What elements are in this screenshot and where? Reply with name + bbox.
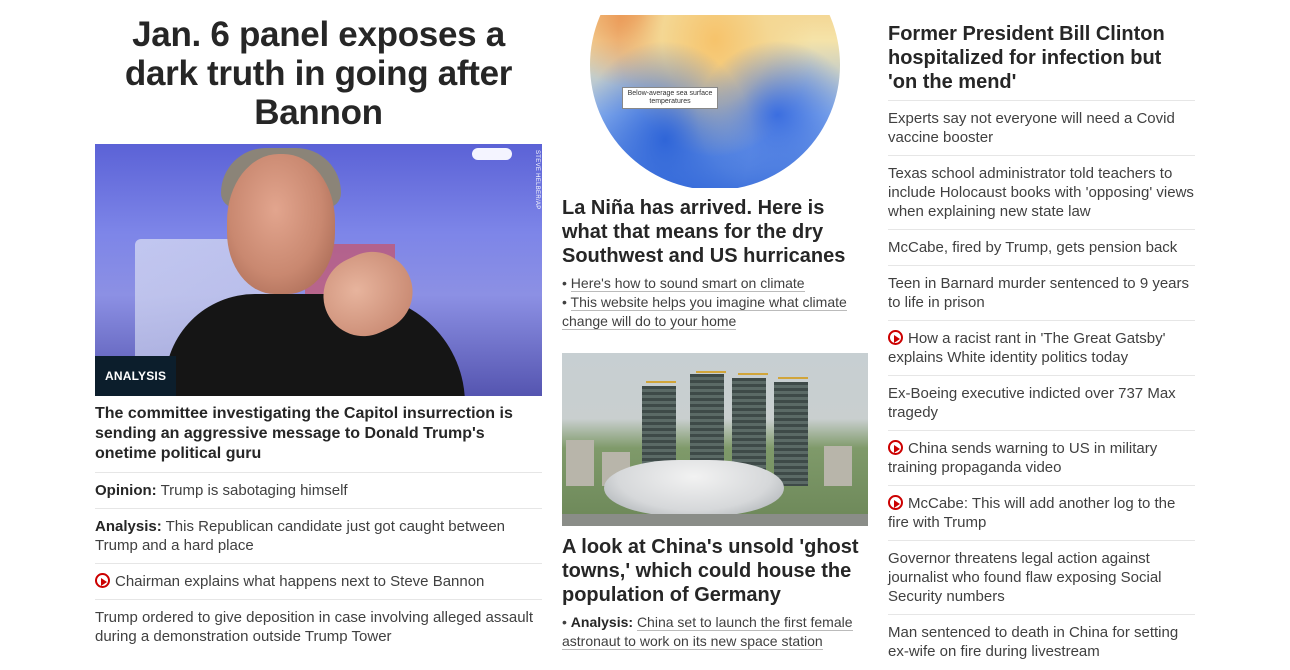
related-link: • This website helps you imagine what cl…	[562, 294, 847, 330]
related-link-prefix: Analysis:	[570, 614, 634, 630]
list-item[interactable]: Governor threatens legal action against …	[888, 541, 1195, 615]
china-related-links: • Analysis: China set to launch the firs…	[562, 613, 868, 651]
list-item[interactable]: Man sentenced to death in China for sett…	[888, 615, 1195, 669]
list-item[interactable]: Ex-Boeing executive indicted over 737 Ma…	[888, 376, 1195, 431]
item-text: Trump is sabotaging himself	[160, 482, 348, 499]
list-item[interactable]: Experts say not everyone will need a Cov…	[888, 101, 1195, 156]
related-link: • Here's how to sound smart on climate	[562, 275, 805, 292]
background-building	[566, 440, 594, 486]
play-circle-icon	[888, 440, 903, 455]
lead-subheadline[interactable]: The committee investigating the Capitol …	[95, 404, 542, 473]
clinton-headline[interactable]: Former President Bill Clinton hospitaliz…	[888, 22, 1195, 101]
item-text: How a racist rant in 'The Great Gatsby' …	[888, 330, 1166, 366]
la-nina-globe-image[interactable]: Below-average sea surface temperatures	[562, 15, 868, 188]
related-link: • Analysis: China set to launch the firs…	[562, 614, 853, 650]
crane	[646, 381, 676, 383]
lead-story-image[interactable]: STEVE HELBER/AP ANALYSIS	[95, 144, 542, 396]
item-text: Texas school administrator told teachers…	[888, 165, 1194, 220]
related-link-text[interactable]: This website helps you imagine what clim…	[562, 294, 847, 330]
related-link-text[interactable]: Here's how to sound smart on climate	[570, 275, 805, 292]
item-text: Governor threatens legal action against …	[888, 550, 1162, 605]
play-circle-icon	[95, 573, 110, 588]
lead-headline[interactable]: Jan. 6 panel exposes a dark truth in goi…	[124, 15, 513, 132]
ceiling-light	[472, 148, 512, 160]
la-nina-headline[interactable]: La Niña has arrived. Here is what that m…	[562, 197, 846, 267]
related-link-text[interactable]: China set to launch the first female ast…	[562, 614, 853, 650]
list-item[interactable]: Texas school administrator told teachers…	[888, 156, 1195, 230]
list-item[interactable]: Trump ordered to give deposition in case…	[95, 600, 542, 654]
list-item[interactable]: McCabe, fired by Trump, gets pension bac…	[888, 230, 1195, 266]
mall-building	[604, 460, 784, 516]
lead-story-column: Jan. 6 panel exposes a dark truth in goi…	[95, 0, 542, 654]
analysis-badge: ANALYSIS	[95, 356, 177, 396]
item-text: Experts say not everyone will need a Cov…	[888, 110, 1175, 146]
china-ghost-town-image[interactable]	[562, 353, 868, 526]
item-text: McCabe, fired by Trump, gets pension bac…	[888, 239, 1178, 256]
china-ghost-towns-headline[interactable]: A look at China's unsold 'ghost towns,' …	[562, 536, 859, 606]
item-text: Ex-Boeing executive indicted over 737 Ma…	[888, 385, 1176, 421]
item-text: China sends warning to US in military tr…	[888, 440, 1158, 476]
list-item[interactable]: Teen in Barnard murder sentenced to 9 ye…	[888, 266, 1195, 321]
speaker-head	[227, 154, 335, 294]
tower-building	[774, 382, 808, 486]
la-nina-related-links: • Here's how to sound smart on climate •…	[562, 274, 868, 331]
item-text: Teen in Barnard murder sentenced to 9 ye…	[888, 275, 1190, 311]
item-text: McCabe: This will add another log to the…	[888, 495, 1176, 531]
list-item[interactable]: How a racist rant in 'The Great Gatsby' …	[888, 321, 1195, 376]
crane	[738, 373, 768, 375]
item-text: This Republican candidate just got caugh…	[95, 518, 505, 554]
list-item[interactable]: Chairman explains what happens next to S…	[95, 564, 542, 600]
item-text: Trump ordered to give deposition in case…	[95, 609, 534, 645]
play-circle-icon	[888, 495, 903, 510]
item-text: Chairman explains what happens next to S…	[115, 573, 485, 590]
headlines-column: Former President Bill Clinton hospitaliz…	[888, 0, 1195, 669]
play-circle-icon	[888, 330, 903, 345]
lead-related-list: Opinion: Trump is sabotaging himself Ana…	[95, 473, 542, 654]
list-item[interactable]: Analysis: This Republican candidate just…	[95, 509, 542, 564]
crane	[778, 377, 808, 379]
image-credit: STEVE HELBER/AP	[534, 150, 540, 210]
list-item[interactable]: McCabe: This will add another log to the…	[888, 486, 1195, 541]
item-text: Man sentenced to death in China for sett…	[888, 624, 1179, 660]
list-item[interactable]: China sends warning to US in military tr…	[888, 431, 1195, 486]
middle-column: Below-average sea surface temperatures L…	[562, 0, 868, 651]
background-building	[824, 446, 852, 486]
list-item[interactable]: Opinion: Trump is sabotaging himself	[95, 473, 542, 509]
item-prefix: Opinion:	[95, 482, 157, 499]
globe-label: Below-average sea surface temperatures	[622, 87, 718, 109]
headlines-list: Experts say not everyone will need a Cov…	[888, 101, 1195, 669]
crane	[696, 371, 726, 373]
item-prefix: Analysis:	[95, 518, 162, 535]
road	[562, 514, 868, 526]
speaker-body	[165, 294, 465, 396]
